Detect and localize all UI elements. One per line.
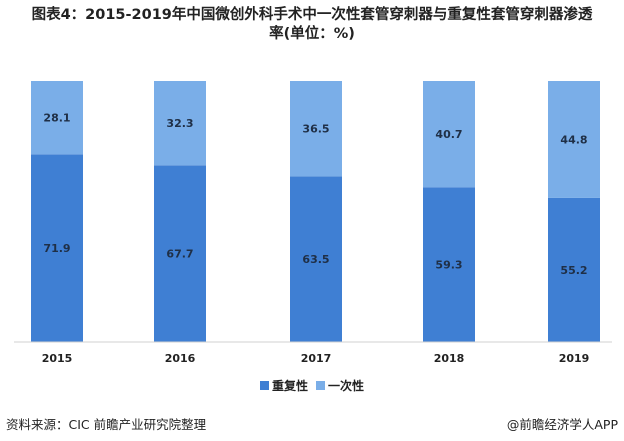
bar-reusable-2017	[290, 176, 342, 342]
legend-swatch-reusable	[260, 381, 269, 390]
value-label-disposable-2018: 40.7	[435, 128, 462, 141]
chart-title: 图表4：2015-2019年中国微创外科手术中一次性套管穿刺器与重复性套管穿刺器…	[0, 6, 624, 44]
value-label-reusable-2017: 63.5	[302, 253, 329, 266]
x-tick-label-2018: 2018	[434, 352, 465, 365]
bar-reusable-2018	[423, 187, 475, 342]
x-tick-label-2015: 2015	[42, 352, 73, 365]
bar-reusable-2016	[154, 165, 206, 342]
bar-disposable-2018	[423, 81, 475, 188]
bar-disposable-2015	[31, 81, 83, 155]
x-tick-labels-layer: 2015 2016 2017 2018 2019	[42, 352, 590, 365]
legend: 重复性 一次性	[260, 378, 364, 393]
bars-layer	[31, 81, 600, 342]
chart-title-line-2: 率(单位：%)	[269, 26, 355, 42]
value-label-reusable-2019: 55.2	[560, 264, 587, 277]
chart-title-line-1: 图表4：2015-2019年中国微创外科手术中一次性套管穿刺器与重复性套管穿刺器…	[31, 7, 593, 23]
value-label-disposable-2017: 36.5	[302, 123, 329, 136]
value-label-disposable-2019: 44.8	[560, 133, 587, 146]
source-note: 资料来源：CIC 前瞻产业研究院整理	[6, 417, 207, 432]
legend-swatch-disposable	[316, 381, 325, 390]
bar-reusable-2015	[31, 154, 83, 342]
value-label-reusable-2016: 67.7	[166, 248, 193, 261]
credit-note: @前瞻经济学人APP	[506, 417, 618, 432]
value-label-disposable-2016: 32.3	[166, 117, 193, 130]
x-tick-label-2019: 2019	[559, 352, 590, 365]
bar-disposable-2019	[548, 81, 600, 198]
value-labels-layer: 71.9 28.1 67.7 32.3 63.5 36.5 59.3 40.7 55.2 44.8	[43, 112, 587, 277]
bar-reusable-2019	[548, 197, 600, 342]
value-label-disposable-2015: 28.1	[43, 112, 70, 125]
legend-label-reusable: 重复性	[272, 378, 308, 393]
x-tick-label-2016: 2016	[165, 352, 196, 365]
x-tick-label-2017: 2017	[301, 352, 332, 365]
bar-disposable-2017	[290, 81, 342, 177]
legend-label-disposable: 一次性	[328, 378, 364, 393]
value-label-reusable-2015: 71.9	[43, 242, 70, 255]
value-label-reusable-2018: 59.3	[435, 259, 462, 272]
bar-disposable-2016	[154, 81, 206, 166]
